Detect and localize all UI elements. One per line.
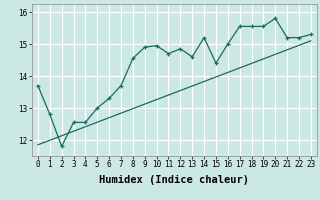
X-axis label: Humidex (Indice chaleur): Humidex (Indice chaleur) — [100, 175, 249, 185]
